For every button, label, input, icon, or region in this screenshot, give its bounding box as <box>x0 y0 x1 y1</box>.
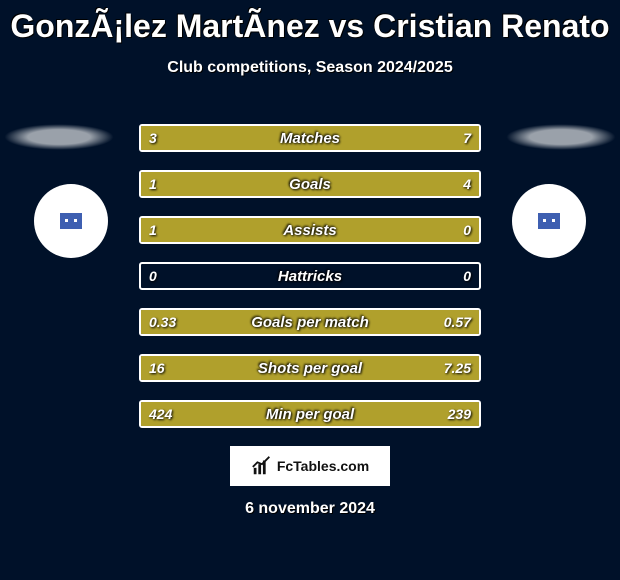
stat-value-left: 1 <box>149 172 157 196</box>
footer-logo-box: FcTables.com <box>230 446 390 486</box>
stat-value-left: 16 <box>149 356 165 380</box>
stat-row: 0.330.57Goals per match <box>139 308 481 336</box>
stat-row: 10Assists <box>139 216 481 244</box>
date-text: 6 november 2024 <box>0 500 620 518</box>
stat-value-right: 239 <box>448 402 471 426</box>
subtitle: Club competitions, Season 2024/2025 <box>0 59 620 77</box>
team-right-badge <box>512 184 586 258</box>
stat-value-right: 0 <box>463 218 471 242</box>
stat-value-right: 0 <box>463 264 471 288</box>
stat-value-right: 0.57 <box>444 310 471 334</box>
stat-value-left: 0.33 <box>149 310 176 334</box>
stat-value-left: 1 <box>149 218 157 242</box>
stat-row: 0 0Hattricks <box>139 262 481 290</box>
stat-value-left: 424 <box>149 402 172 426</box>
bar-fill-right <box>242 126 479 150</box>
chart-icon <box>251 455 273 477</box>
stat-row: 424239Min per goal <box>139 400 481 428</box>
stat-value-right: 4 <box>463 172 471 196</box>
badge-placeholder-icon <box>538 213 560 229</box>
badge-placeholder-icon <box>60 213 82 229</box>
bar-fill-left <box>141 356 479 380</box>
footer-text: FcTables.com <box>277 458 369 474</box>
stat-value-right: 7 <box>463 126 471 150</box>
page-title: GonzÃ¡lez MartÃ­nez vs Cristian Renato <box>0 0 620 45</box>
team-left-badge <box>34 184 108 258</box>
bar-fill-right <box>209 172 479 196</box>
bar-fill-left <box>141 218 479 242</box>
comparison-chart: 37Matches14Goals10Assists00Hattricks0.33… <box>139 124 481 446</box>
stat-row: 14Goals <box>139 170 481 198</box>
stat-value-right: 7.25 <box>444 356 471 380</box>
stat-label: Hattricks <box>141 264 479 288</box>
stat-row: 37Matches <box>139 124 481 152</box>
stat-row: 167.25Shots per goal <box>139 354 481 382</box>
player-right-shadow <box>506 124 616 150</box>
stat-value-left: 3 <box>149 126 157 150</box>
bar-fill-left <box>141 402 479 426</box>
stat-value-left: 0 <box>149 264 157 288</box>
player-left-shadow <box>4 124 114 150</box>
